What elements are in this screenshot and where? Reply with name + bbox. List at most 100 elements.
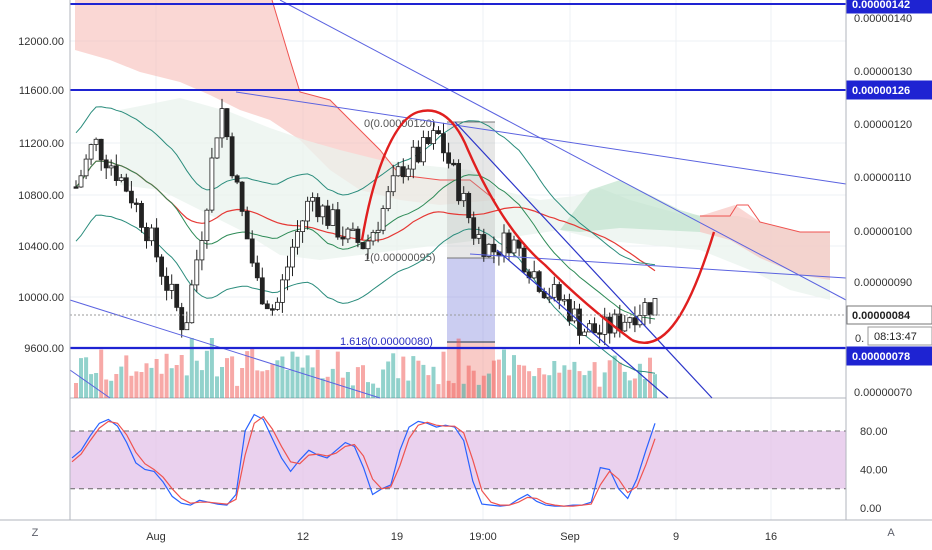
volume-bar xyxy=(159,373,164,398)
candle-body xyxy=(410,146,416,170)
volume-bar xyxy=(582,375,587,398)
volume-bar xyxy=(461,383,466,398)
volume-bar xyxy=(235,385,240,398)
volume-bar xyxy=(627,380,632,398)
volume-bar xyxy=(517,364,522,398)
cloud-red-segment xyxy=(700,205,830,280)
volume-bar xyxy=(376,387,381,398)
volume-bar xyxy=(496,359,501,398)
volume-bar xyxy=(507,375,511,398)
right-tick-label: 0.00000100 xyxy=(854,226,912,238)
volume-bar xyxy=(491,360,496,398)
volume-bar xyxy=(371,383,376,398)
candle-body xyxy=(179,307,185,331)
candle-body xyxy=(98,138,104,161)
volume-bar xyxy=(481,375,486,398)
volume-bar xyxy=(149,367,154,398)
volume-bar xyxy=(406,380,411,398)
volume-bar xyxy=(114,374,119,398)
volume-bar xyxy=(607,360,612,398)
volume-bar xyxy=(512,355,516,398)
candle-body xyxy=(300,220,306,232)
red-curve xyxy=(360,109,633,341)
fib-label-1618: 1.618(0.00000080) xyxy=(340,336,433,348)
volume-bar xyxy=(557,372,562,398)
volume-bar xyxy=(109,380,114,398)
volume-bar xyxy=(310,367,315,398)
candle-body xyxy=(365,240,371,250)
candle-body xyxy=(546,296,552,300)
candle-body xyxy=(108,165,114,169)
candle-body xyxy=(128,190,134,204)
candle-body xyxy=(476,234,482,239)
level-tag xyxy=(846,80,932,100)
candle-body xyxy=(380,208,386,231)
volume-bar xyxy=(577,371,582,398)
candle-body xyxy=(154,227,160,258)
left-tick-label: 10400.00 xyxy=(18,241,64,253)
volume-bar xyxy=(476,384,481,398)
trendlines xyxy=(69,0,847,399)
volume-bar xyxy=(522,365,527,398)
candle-body xyxy=(395,166,401,177)
osc-tick-label: 80.00 xyxy=(860,426,888,438)
candle-body xyxy=(597,332,602,335)
volume-bar xyxy=(441,351,446,398)
volume-bar xyxy=(189,338,194,398)
left-tick-label: 10800.00 xyxy=(18,190,64,202)
volume-bar xyxy=(592,362,597,398)
candle-body xyxy=(224,108,230,138)
candle-body xyxy=(466,192,472,219)
volume-bar xyxy=(245,351,250,398)
candle-body xyxy=(118,177,124,182)
volume-bar xyxy=(486,373,491,398)
candlesticks xyxy=(73,98,658,346)
candle-body xyxy=(491,243,497,253)
volume-bar xyxy=(361,365,365,398)
candle-body xyxy=(456,162,462,202)
volume-bar xyxy=(199,370,204,398)
candle-body xyxy=(83,158,89,177)
volume-bar xyxy=(300,367,305,398)
volume-bar xyxy=(381,369,386,398)
volume-bar xyxy=(547,375,552,398)
auto-scale-button[interactable]: Z xyxy=(31,527,39,539)
log-scale-button[interactable]: A xyxy=(887,527,895,539)
x-tick-label: Aug xyxy=(146,531,166,543)
volume-bar xyxy=(124,355,129,398)
left-tick-label: 11600.00 xyxy=(19,85,64,97)
candle-body xyxy=(315,197,321,218)
volume-bar xyxy=(220,367,224,398)
axis-labels: 9600.00 10000.00 10400.00 10800.00 11200.00 1… xyxy=(18,0,932,543)
candle-body xyxy=(209,157,215,211)
candle-body xyxy=(133,202,139,205)
trendline xyxy=(69,369,111,399)
candle-body xyxy=(612,313,618,334)
volume-bar xyxy=(617,362,622,398)
candle-body xyxy=(214,137,220,159)
volume-bar xyxy=(340,377,345,398)
candle-body xyxy=(375,229,381,233)
volume-bar xyxy=(240,368,245,398)
candle-body xyxy=(451,162,457,166)
candle-body xyxy=(139,202,144,228)
volume-bar xyxy=(562,365,567,398)
volume-bar xyxy=(169,368,174,398)
candle-body xyxy=(501,232,507,257)
bollinger-bands xyxy=(75,106,656,374)
candle-body xyxy=(461,192,467,202)
volume-bar xyxy=(305,355,310,398)
level-tag xyxy=(846,305,932,325)
candle-body xyxy=(320,205,326,218)
volume-bar xyxy=(431,366,436,398)
bollinger-upper xyxy=(75,106,656,266)
volume-bar xyxy=(537,368,542,398)
cloud-span-a xyxy=(700,204,830,233)
candle-body xyxy=(431,130,436,145)
candle-body xyxy=(234,175,240,183)
candle-body xyxy=(159,256,165,277)
volume-bar xyxy=(451,383,456,398)
x-tick-label: Sep xyxy=(560,531,580,543)
countdown-tag xyxy=(867,326,932,346)
